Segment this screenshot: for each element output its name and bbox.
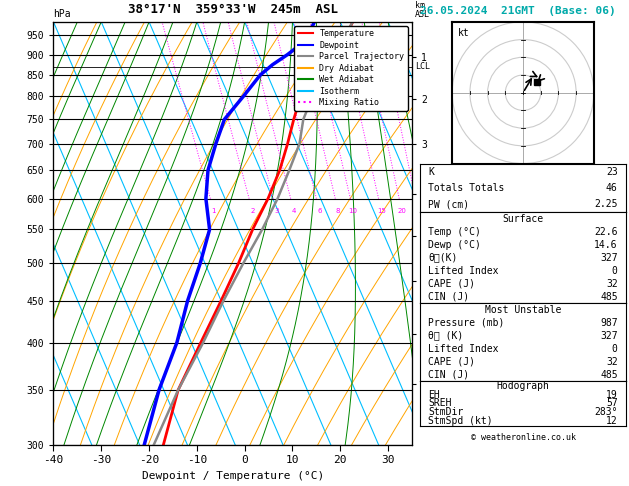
- Text: Temp (°C): Temp (°C): [428, 226, 481, 237]
- Text: 987: 987: [600, 317, 618, 328]
- Text: km
ASL: km ASL: [415, 1, 430, 19]
- Text: K: K: [428, 167, 434, 176]
- Text: Hodograph: Hodograph: [496, 381, 550, 391]
- Text: 23: 23: [606, 167, 618, 176]
- Text: 4: 4: [291, 208, 296, 214]
- Text: 0: 0: [612, 265, 618, 276]
- Text: hPa: hPa: [53, 9, 71, 19]
- Text: 14.6: 14.6: [594, 240, 618, 250]
- Text: PW (cm): PW (cm): [428, 199, 469, 209]
- Text: Lifted Index: Lifted Index: [428, 344, 499, 354]
- Text: 32: 32: [606, 357, 618, 367]
- Text: 2.25: 2.25: [594, 199, 618, 209]
- Text: 12: 12: [606, 416, 618, 426]
- Text: 15: 15: [377, 208, 386, 214]
- Text: θᴄ (K): θᴄ (K): [428, 330, 464, 341]
- Text: 283°: 283°: [594, 407, 618, 417]
- Text: Pressure (mb): Pressure (mb): [428, 317, 505, 328]
- Text: Dewp (°C): Dewp (°C): [428, 240, 481, 250]
- Text: 3: 3: [274, 208, 279, 214]
- Text: EH: EH: [428, 390, 440, 399]
- Text: 1: 1: [211, 208, 216, 214]
- Text: 10: 10: [348, 208, 358, 214]
- Text: 26.05.2024  21GMT  (Base: 06): 26.05.2024 21GMT (Base: 06): [420, 6, 616, 16]
- Text: Totals Totals: Totals Totals: [428, 183, 505, 193]
- Text: 6: 6: [317, 208, 321, 214]
- Text: 38°17'N  359°33'W  245m  ASL: 38°17'N 359°33'W 245m ASL: [128, 3, 338, 16]
- Text: Lifted Index: Lifted Index: [428, 265, 499, 276]
- Text: kt: kt: [458, 28, 470, 37]
- Text: θᴄ(K): θᴄ(K): [428, 253, 458, 262]
- Legend: Temperature, Dewpoint, Parcel Trajectory, Dry Adiabat, Wet Adiabat, Isotherm, Mi: Temperature, Dewpoint, Parcel Trajectory…: [294, 26, 408, 111]
- Text: 327: 327: [600, 330, 618, 341]
- Text: © weatheronline.co.uk: © weatheronline.co.uk: [470, 433, 576, 442]
- Text: CAPE (J): CAPE (J): [428, 357, 476, 367]
- Text: 32: 32: [606, 278, 618, 289]
- Text: 57: 57: [606, 399, 618, 408]
- Text: Most Unstable: Most Unstable: [485, 305, 561, 314]
- Y-axis label: Mixing Ratio (g/kg): Mixing Ratio (g/kg): [476, 186, 484, 281]
- Text: StmSpd (kt): StmSpd (kt): [428, 416, 493, 426]
- Text: CAPE (J): CAPE (J): [428, 278, 476, 289]
- Text: StmDir: StmDir: [428, 407, 464, 417]
- Text: 0: 0: [612, 344, 618, 354]
- Text: 8: 8: [336, 208, 340, 214]
- Text: 485: 485: [600, 292, 618, 301]
- Text: 327: 327: [600, 253, 618, 262]
- Text: Surface: Surface: [503, 214, 543, 224]
- Text: LCL: LCL: [416, 62, 431, 71]
- X-axis label: Dewpoint / Temperature (°C): Dewpoint / Temperature (°C): [142, 470, 324, 481]
- Text: 19: 19: [606, 390, 618, 399]
- Text: CIN (J): CIN (J): [428, 292, 469, 301]
- Text: 46: 46: [606, 183, 618, 193]
- Text: CIN (J): CIN (J): [428, 370, 469, 380]
- Text: 20: 20: [398, 208, 406, 214]
- Text: 2: 2: [250, 208, 255, 214]
- Text: SREH: SREH: [428, 399, 452, 408]
- Text: 22.6: 22.6: [594, 226, 618, 237]
- Text: 485: 485: [600, 370, 618, 380]
